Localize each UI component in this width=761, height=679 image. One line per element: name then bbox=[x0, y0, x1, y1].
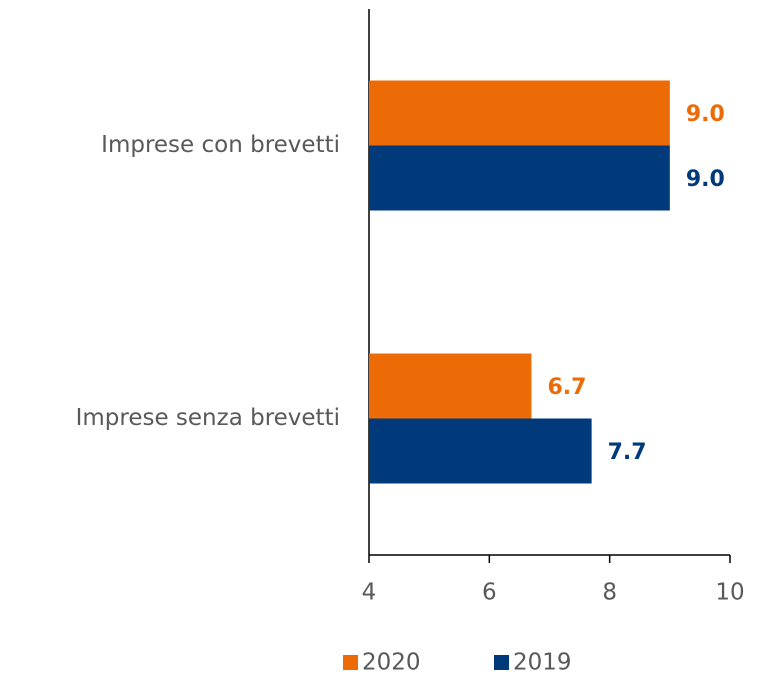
data-label: 9.0 bbox=[686, 102, 725, 127]
legend-label: 2019 bbox=[513, 650, 572, 676]
x-tick-label: 4 bbox=[362, 580, 377, 606]
x-tick-label: 6 bbox=[482, 580, 497, 606]
data-label: 6.7 bbox=[547, 375, 586, 400]
legend-swatch bbox=[494, 655, 509, 670]
x-tick-label: 10 bbox=[715, 580, 744, 606]
legend-label: 2020 bbox=[362, 650, 421, 676]
data-label: 9.0 bbox=[686, 167, 725, 192]
bar bbox=[369, 80, 670, 146]
category-label: Imprese con brevetti bbox=[101, 132, 340, 158]
bar bbox=[369, 418, 592, 484]
data-label: 7.7 bbox=[608, 440, 647, 465]
category-label: Imprese senza brevetti bbox=[76, 405, 340, 431]
bar bbox=[369, 353, 532, 419]
x-tick-label: 8 bbox=[602, 580, 617, 606]
legend-swatch bbox=[343, 655, 358, 670]
bar bbox=[369, 145, 670, 211]
